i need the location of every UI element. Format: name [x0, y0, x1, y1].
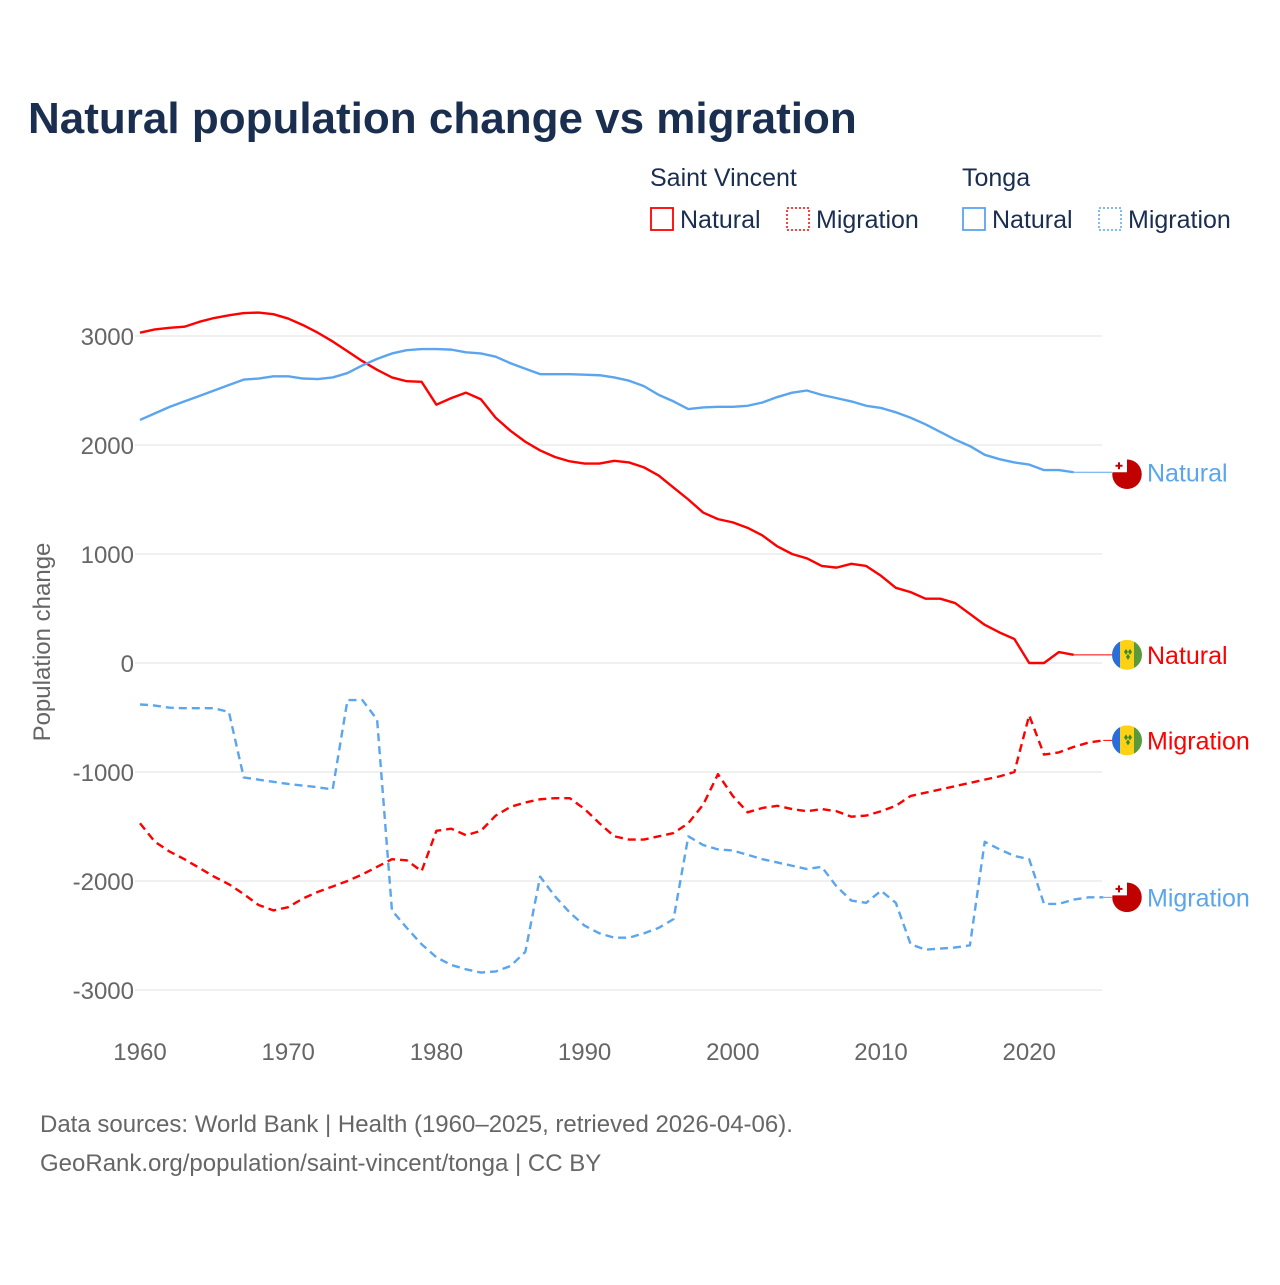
flag-blue	[1112, 725, 1120, 756]
y-tick-label: 0	[121, 651, 134, 678]
end-labels: Natural Migration Natural Migration	[1073, 459, 1250, 913]
y-axis-label: Population change	[29, 543, 56, 742]
x-tick-label: 1990	[558, 1039, 611, 1066]
flag-diamonds	[1124, 648, 1132, 660]
chart-title: Natural population change vs migration	[28, 94, 857, 143]
series-line-tonga-migration	[139, 698, 1104, 974]
series-line-saint-vincent-natural	[139, 311, 1074, 665]
flag-body	[1112, 725, 1142, 756]
flag-green	[1134, 639, 1142, 670]
series-line-saint-vincent-migration	[139, 714, 1104, 912]
x-tick-label: 2000	[706, 1039, 759, 1066]
legend-swatch	[1098, 207, 1122, 231]
y-tick-label: 1000	[81, 542, 134, 569]
legend-item-label: Natural	[680, 206, 761, 234]
y-tick-label: 2000	[81, 433, 134, 460]
flag-yellow	[1120, 639, 1134, 670]
legend-item-label: Migration	[816, 206, 919, 234]
x-tick-label: 2010	[854, 1039, 907, 1066]
saint-vincent-flag-icon	[1112, 639, 1142, 670]
end-label: Migration	[1147, 884, 1250, 912]
x-tick-label: 1980	[410, 1039, 463, 1066]
legend-item-label: Natural	[992, 206, 1073, 234]
grid: 3000 2000 1000 0 -1000 -2000 -3000 1960 1970 1980…	[73, 324, 1102, 1066]
flag-green	[1134, 725, 1142, 756]
flag-diamonds	[1124, 734, 1132, 746]
saint-vincent-flag-icon	[1112, 725, 1142, 756]
x-tick-label: 1960	[113, 1039, 166, 1066]
y-tick-label: -1000	[73, 760, 134, 787]
tonga-flag-icon	[1111, 882, 1143, 913]
tonga-flag-icon	[1111, 459, 1143, 490]
legend-swatch	[786, 207, 810, 231]
flag-border	[1111, 459, 1143, 490]
x-tick-label: 2020	[1003, 1039, 1056, 1066]
flag-border	[1111, 882, 1143, 913]
y-tick-label: 3000	[81, 324, 134, 351]
flag-body	[1112, 639, 1142, 670]
legend-swatch	[962, 207, 986, 231]
legend-item-label: Migration	[1128, 206, 1231, 234]
end-label: Natural	[1147, 642, 1228, 670]
flag-cross	[1115, 885, 1123, 893]
end-label: Natural	[1147, 459, 1228, 487]
series-line-tonga-natural	[139, 347, 1074, 474]
flag-yellow	[1120, 725, 1134, 756]
flag-cross	[1115, 462, 1123, 470]
x-tick-label: 1970	[262, 1039, 315, 1066]
end-label: Migration	[1147, 727, 1250, 755]
legend-swatch	[650, 207, 674, 231]
series-group	[139, 311, 1104, 974]
flag-blue	[1112, 639, 1120, 670]
y-tick-label: -2000	[73, 869, 134, 896]
legend-group-title: Saint Vincent	[650, 164, 797, 192]
footer-url[interactable]: GeoRank.org/population/saint-vincent/ton…	[40, 1150, 601, 1177]
legend: Saint Vincent Natural Migration Tonga Natura…	[650, 164, 1231, 234]
y-tick-label: -3000	[73, 978, 134, 1005]
footer-sources: Data sources: World Bank | Health (1960–…	[40, 1111, 793, 1138]
legend-group-title: Tonga	[962, 164, 1030, 192]
